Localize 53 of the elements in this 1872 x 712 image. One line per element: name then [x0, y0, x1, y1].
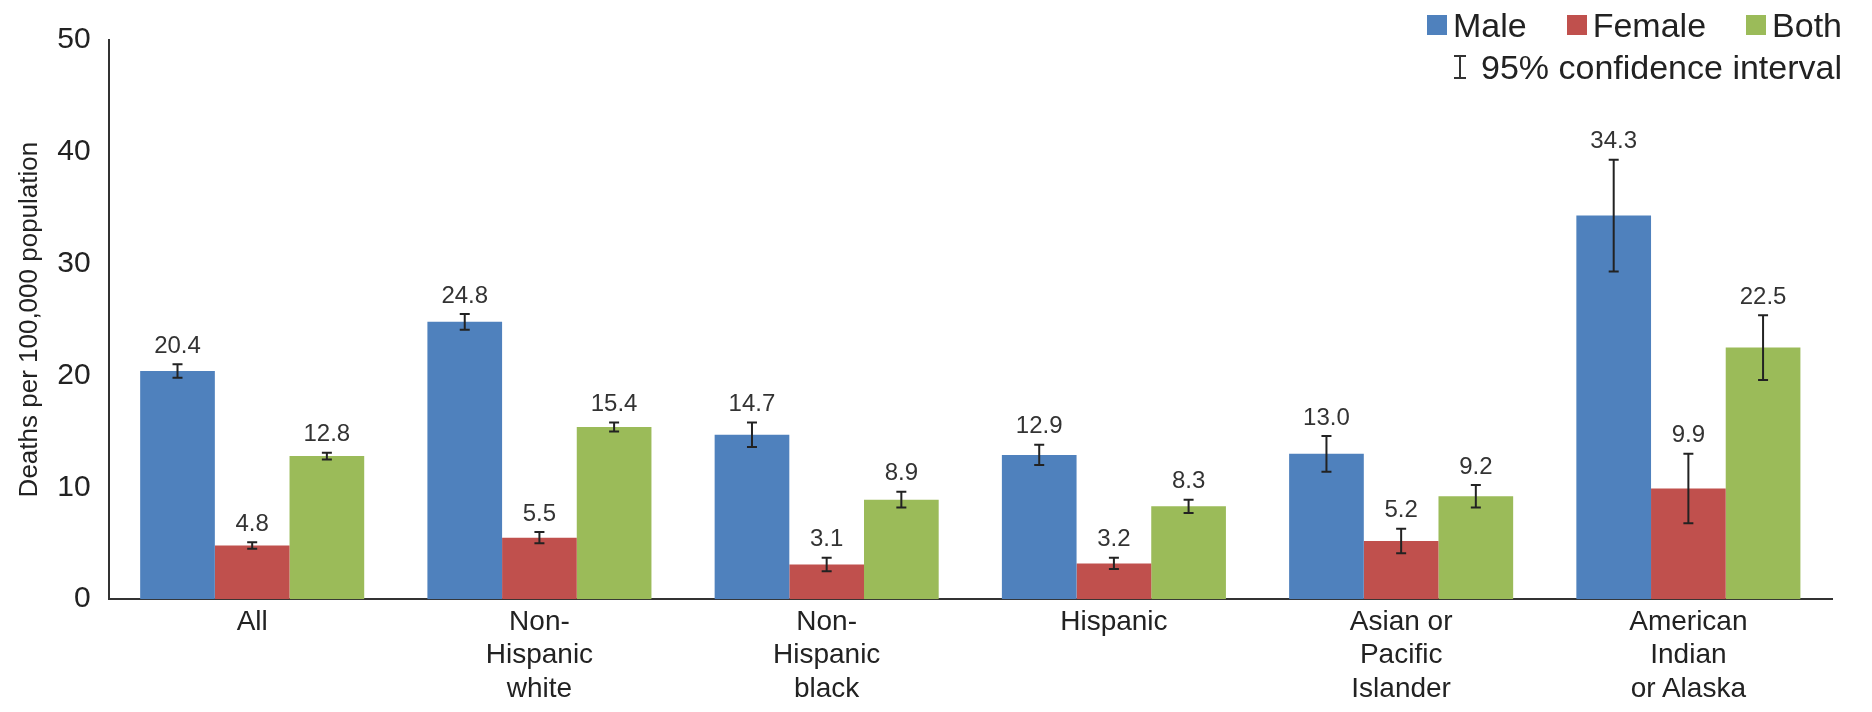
annotation: 95% confidence interval — [1480, 47, 1842, 88]
data-label: 8.9 — [884, 458, 919, 486]
x-tick-label: All — [236, 604, 268, 636]
bar — [714, 434, 790, 600]
data-label: 24.8 — [441, 280, 489, 308]
bar — [576, 426, 652, 600]
data-label: 4.8 — [235, 508, 269, 536]
bar — [502, 537, 577, 600]
legend-label: Male — [1452, 5, 1527, 46]
x-tick-label: Hispanic — [1060, 604, 1168, 636]
y-tick-label: 40 — [57, 133, 91, 167]
x-tick-label: Non- Hispanic black — [772, 604, 881, 703]
bar — [289, 456, 365, 600]
bar — [864, 499, 939, 600]
bar — [1076, 563, 1152, 600]
bar — [214, 545, 290, 600]
x-tick-label: Asian or Pacific Islander — [1349, 604, 1453, 703]
data-label: 3.2 — [1097, 524, 1131, 552]
data-label: 5.2 — [1384, 495, 1418, 523]
bar — [789, 564, 865, 600]
y-tick-label: 50 — [57, 21, 91, 55]
bar — [1151, 506, 1226, 600]
data-label: 12.8 — [303, 419, 351, 447]
y-tick-label: 0 — [73, 580, 91, 614]
data-label: 9.9 — [1671, 420, 1706, 448]
bar — [1438, 496, 1514, 600]
legend-label: Both — [1772, 5, 1842, 46]
data-label: 12.9 — [1015, 411, 1063, 439]
data-label: 5.5 — [522, 498, 557, 526]
data-label: 20.4 — [154, 330, 201, 358]
data-label: 34.3 — [1590, 126, 1638, 154]
bar — [427, 321, 503, 600]
bar — [1289, 453, 1364, 600]
bar — [140, 371, 215, 600]
data-label: 15.4 — [590, 389, 638, 417]
x-tick-label: American Indian or Alaska — [1629, 604, 1748, 703]
data-label: 8.3 — [1171, 466, 1206, 494]
bar — [1576, 215, 1652, 600]
y-tick-label: 30 — [57, 244, 91, 278]
y-axis-title: Deaths per 100,000 population — [12, 141, 43, 498]
y-tick-label: 10 — [57, 468, 91, 502]
bar — [1651, 488, 1726, 600]
data-label: 14.7 — [728, 389, 776, 417]
data-label: 13.0 — [1303, 402, 1350, 430]
data-label: 9.2 — [1459, 451, 1493, 479]
y-tick-label: 20 — [57, 356, 91, 390]
data-label: 22.5 — [1739, 281, 1787, 309]
legend-label: Female — [1592, 5, 1707, 46]
data-label: 3.1 — [809, 524, 844, 552]
bar — [1363, 541, 1439, 600]
bar — [1725, 347, 1801, 600]
bar — [1001, 454, 1077, 600]
x-tick-label: Non- Hispanic white — [485, 604, 594, 703]
